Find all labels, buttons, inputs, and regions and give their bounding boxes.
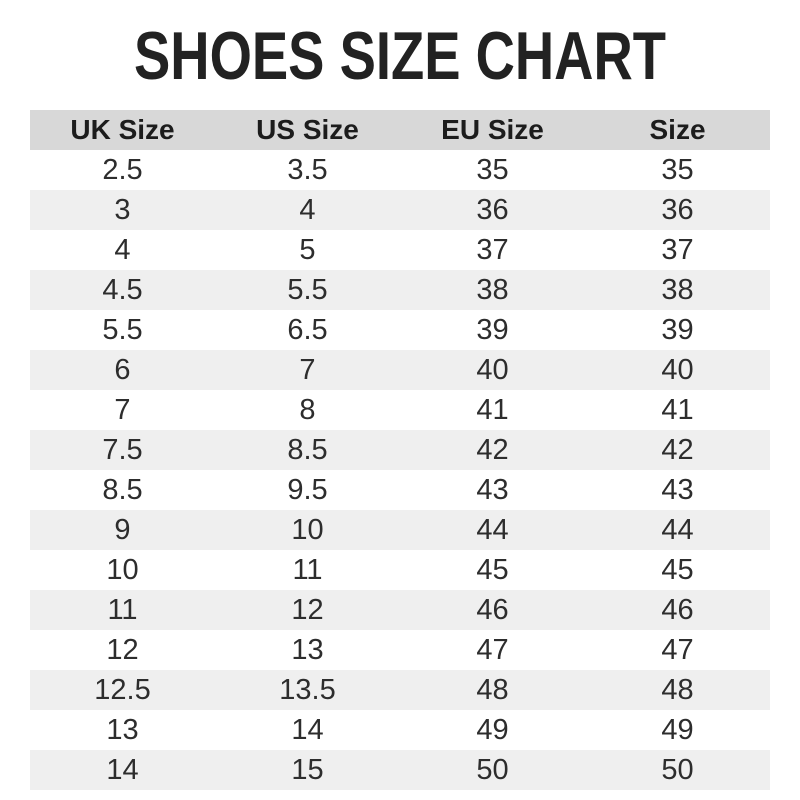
header-cell-eu-size: EU Size	[400, 110, 585, 150]
size-cell: 13	[215, 630, 400, 670]
size-cell: 5.5	[30, 310, 215, 350]
size-cell: 46	[585, 590, 770, 630]
size-cell: 39	[400, 310, 585, 350]
table-header-row: UK Size US Size EU Size Size	[30, 110, 770, 150]
header-cell-us-size: US Size	[215, 110, 400, 150]
size-cell: 6	[30, 350, 215, 390]
size-cell: 43	[400, 470, 585, 510]
table-row: 10 11 45 45	[30, 550, 770, 590]
size-cell: 5.5	[215, 270, 400, 310]
size-cell: 2.5	[30, 150, 215, 190]
size-cell: 8	[215, 390, 400, 430]
size-cell: 6.5	[215, 310, 400, 350]
table-row: 14 15 50 50	[30, 750, 770, 790]
size-cell: 35	[400, 150, 585, 190]
table-header: UK Size US Size EU Size Size	[30, 110, 770, 150]
size-cell: 37	[400, 230, 585, 270]
table-row: 6 7 40 40	[30, 350, 770, 390]
size-cell: 36	[400, 190, 585, 230]
size-cell: 46	[400, 590, 585, 630]
size-chart-table: UK Size US Size EU Size Size 2.5 3.5 35 35 3…	[30, 110, 770, 790]
table-row: 8.5 9.5 43 43	[30, 470, 770, 510]
table-row: 7 8 41 41	[30, 390, 770, 430]
size-cell: 43	[585, 470, 770, 510]
size-cell: 9	[30, 510, 215, 550]
table-row: 2.5 3.5 35 35	[30, 150, 770, 190]
size-cell: 48	[585, 670, 770, 710]
size-cell: 15	[215, 750, 400, 790]
table-row: 9 10 44 44	[30, 510, 770, 550]
table-row: 13 14 49 49	[30, 710, 770, 750]
size-cell: 12	[30, 630, 215, 670]
size-cell: 49	[400, 710, 585, 750]
size-cell: 40	[585, 350, 770, 390]
size-cell: 45	[585, 550, 770, 590]
size-cell: 49	[585, 710, 770, 750]
size-cell: 39	[585, 310, 770, 350]
size-cell: 47	[585, 630, 770, 670]
table-row: 11 12 46 46	[30, 590, 770, 630]
size-chart-table-container: UK Size US Size EU Size Size 2.5 3.5 35 35 3…	[30, 110, 770, 790]
header-cell-uk-size: UK Size	[30, 110, 215, 150]
size-cell: 48	[400, 670, 585, 710]
size-cell: 11	[215, 550, 400, 590]
size-cell: 37	[585, 230, 770, 270]
size-cell: 10	[215, 510, 400, 550]
size-cell: 50	[585, 750, 770, 790]
table-row: 5.5 6.5 39 39	[30, 310, 770, 350]
size-table-body: 2.5 3.5 35 35 3 4 36 36 4 5 37 37 4.5 5.5 38 38 5.5 6.5 39…	[30, 150, 770, 790]
size-cell: 13.5	[215, 670, 400, 710]
size-cell: 41	[585, 390, 770, 430]
size-cell: 13	[30, 710, 215, 750]
table-row: 4 5 37 37	[30, 230, 770, 270]
size-cell: 44	[585, 510, 770, 550]
size-cell: 38	[585, 270, 770, 310]
size-cell: 12.5	[30, 670, 215, 710]
size-cell: 4.5	[30, 270, 215, 310]
size-cell: 44	[400, 510, 585, 550]
size-cell: 8.5	[30, 470, 215, 510]
size-cell: 3.5	[215, 150, 400, 190]
table-row: 3 4 36 36	[30, 190, 770, 230]
size-cell: 7.5	[30, 430, 215, 470]
size-cell: 9.5	[215, 470, 400, 510]
header-cell-size: Size	[585, 110, 770, 150]
size-cell: 42	[585, 430, 770, 470]
size-cell: 4	[215, 190, 400, 230]
page-title: SHOES SIZE CHART	[134, 18, 666, 94]
size-cell: 7	[215, 350, 400, 390]
table-row: 12 13 47 47	[30, 630, 770, 670]
size-cell: 8.5	[215, 430, 400, 470]
size-cell: 38	[400, 270, 585, 310]
size-cell: 50	[400, 750, 585, 790]
size-cell: 35	[585, 150, 770, 190]
size-cell: 14	[215, 710, 400, 750]
size-cell: 7	[30, 390, 215, 430]
size-cell: 12	[215, 590, 400, 630]
table-row: 7.5 8.5 42 42	[30, 430, 770, 470]
size-cell: 4	[30, 230, 215, 270]
size-cell: 14	[30, 750, 215, 790]
size-cell: 42	[400, 430, 585, 470]
size-cell: 41	[400, 390, 585, 430]
size-cell: 11	[30, 590, 215, 630]
size-cell: 47	[400, 630, 585, 670]
table-row: 4.5 5.5 38 38	[30, 270, 770, 310]
size-cell: 40	[400, 350, 585, 390]
table-row: 12.5 13.5 48 48	[30, 670, 770, 710]
size-cell: 36	[585, 190, 770, 230]
size-cell: 45	[400, 550, 585, 590]
size-cell: 3	[30, 190, 215, 230]
size-cell: 10	[30, 550, 215, 590]
size-cell: 5	[215, 230, 400, 270]
